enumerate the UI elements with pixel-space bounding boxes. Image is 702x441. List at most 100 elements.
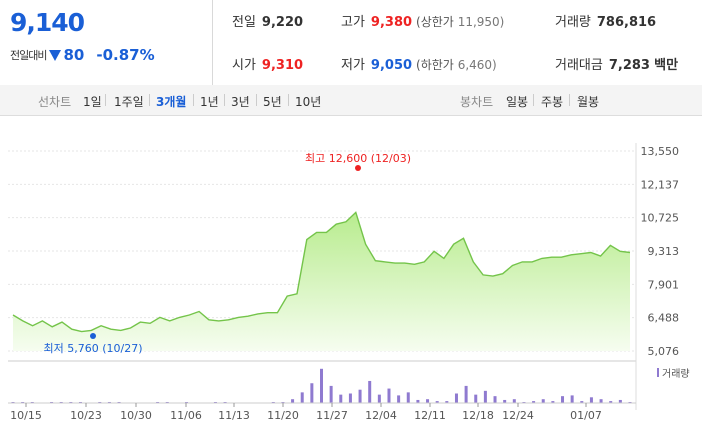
volume-bar	[406, 392, 410, 403]
max-price-dot	[355, 165, 361, 171]
range-1y[interactable]: 1년	[200, 95, 219, 109]
volume-bar	[329, 385, 333, 403]
x-tick-label: 11/13	[218, 409, 250, 422]
candle-weekly[interactable]: 주봉	[541, 95, 564, 109]
stat-prev-close: 전일 9,220	[232, 11, 303, 30]
stat-value: 9,380	[370, 15, 413, 30]
volume-bar	[339, 394, 343, 403]
change-value: 80	[63, 46, 85, 64]
price-tick-label: 10,725	[641, 212, 680, 225]
range-3y[interactable]: 3년	[231, 95, 250, 109]
current-price: 9,140	[10, 8, 85, 37]
separator	[193, 94, 194, 106]
volume-bar	[387, 388, 391, 403]
stat-label: 거래대금	[555, 58, 603, 73]
volume-bar	[551, 401, 555, 403]
volume-bar	[445, 401, 449, 403]
range-5y[interactable]: 5년	[263, 95, 282, 109]
range-1d[interactable]: 1일	[83, 95, 102, 109]
lower-limit-value: 6,460)	[457, 58, 497, 72]
lower-limit: (하한가 6,460)	[416, 58, 497, 72]
candle-monthly[interactable]: 월봉	[577, 95, 600, 109]
volume-bar	[493, 396, 497, 403]
stat-label: 전일	[232, 15, 256, 30]
x-tick-label: 10/15	[10, 409, 42, 422]
chart-toolbar: 선차트 1일 1주일 3개월 1년 3년 5년 10년 봉차트 일봉 주봉 월봉	[0, 85, 702, 116]
range-10y[interactable]: 10년	[295, 95, 322, 109]
stat-value: 786,816	[596, 15, 657, 30]
change-row: 전일대비 80 -0.87%	[10, 46, 155, 64]
stat-value: 9,310	[261, 58, 304, 73]
separator	[533, 94, 534, 106]
stat-value: 9,050	[370, 58, 413, 73]
volume-bar	[512, 399, 516, 403]
stat-label: 거래량	[555, 15, 591, 30]
stat-label: 시가	[232, 58, 256, 73]
stat-unit: 백만	[654, 58, 679, 73]
candle-daily[interactable]: 일봉	[506, 95, 529, 109]
range-1w[interactable]: 1주일	[114, 95, 144, 109]
volume-bar	[426, 399, 430, 403]
volume-bar	[589, 397, 593, 403]
volume-bar	[358, 389, 362, 403]
change-percent: -0.87%	[96, 46, 155, 64]
volume-bar	[561, 396, 565, 403]
price-tick-label: 7,901	[648, 278, 680, 291]
stat-amount: 거래대금 7,283 백만	[555, 54, 678, 73]
volume-bar	[397, 395, 401, 403]
volume-bar	[474, 394, 478, 403]
volume-bar	[464, 385, 468, 403]
volume-bar	[368, 380, 372, 403]
price-line	[12, 211, 631, 333]
separator	[149, 94, 150, 106]
separator	[569, 94, 570, 106]
volume-bar	[416, 399, 420, 403]
price-chart: 최고 12,600 (12/03) 최저 5,760 (10/27) 13,550…	[8, 143, 690, 422]
volume-legend-swatch	[657, 368, 659, 377]
price-area	[13, 212, 630, 351]
upper-limit-value: 11,950)	[457, 15, 505, 29]
stat-high: 고가 9,380 (상한가 11,950)	[341, 11, 504, 30]
x-tick-label: 11/20	[267, 409, 299, 422]
range-3m[interactable]: 3개월	[156, 95, 187, 109]
min-price-dot	[90, 333, 96, 339]
volume-bar	[599, 399, 603, 403]
volume-bar	[348, 393, 352, 403]
stat-value: 7,283	[608, 58, 650, 73]
stat-label: 고가	[341, 15, 365, 30]
x-tick-label: 11/06	[170, 409, 202, 422]
volume-bar	[454, 393, 458, 403]
volume-bar	[503, 399, 507, 403]
price-tick-label: 12,137	[641, 178, 680, 191]
price-tick-label: 5,076	[648, 345, 680, 358]
x-tick-label: 11/27	[316, 409, 348, 422]
x-tick-label: 12/04	[365, 409, 397, 422]
volume-bar	[483, 390, 487, 403]
volume-bar	[532, 401, 536, 403]
x-tick-label: 01/07	[570, 409, 602, 422]
x-tick-label: 10/23	[70, 409, 102, 422]
quote-header: 9,140 전일대비 80 -0.87% 전일 9,220 고가 9,380 (상한가…	[0, 0, 702, 86]
price-box: 9,140 전일대비 80 -0.87%	[0, 0, 213, 85]
volume-bar	[618, 399, 622, 403]
separator	[105, 94, 106, 106]
candle-chart-label: 봉차트	[460, 95, 494, 109]
volume-bar	[291, 399, 295, 403]
volume-legend-label: 거래량	[662, 368, 690, 380]
lower-limit-label: (하한가	[416, 58, 454, 72]
line-chart-label: 선차트	[38, 95, 72, 109]
change-label: 전일대비	[10, 49, 47, 62]
stat-volume: 거래량 786,816	[555, 11, 656, 30]
upper-limit: (상한가 11,950)	[416, 15, 504, 29]
max-price-label: 최고 12,600 (12/03)	[305, 152, 411, 165]
separator	[224, 94, 225, 106]
volume-bar	[541, 399, 545, 403]
volume-bar	[609, 401, 613, 403]
stat-value: 9,220	[261, 15, 304, 30]
volume-bar	[435, 401, 439, 403]
separator	[256, 94, 257, 106]
stat-label: 저가	[341, 58, 365, 73]
volume-bar	[377, 394, 381, 403]
stat-open: 시가 9,310	[232, 54, 303, 73]
volume-bar	[580, 401, 584, 403]
